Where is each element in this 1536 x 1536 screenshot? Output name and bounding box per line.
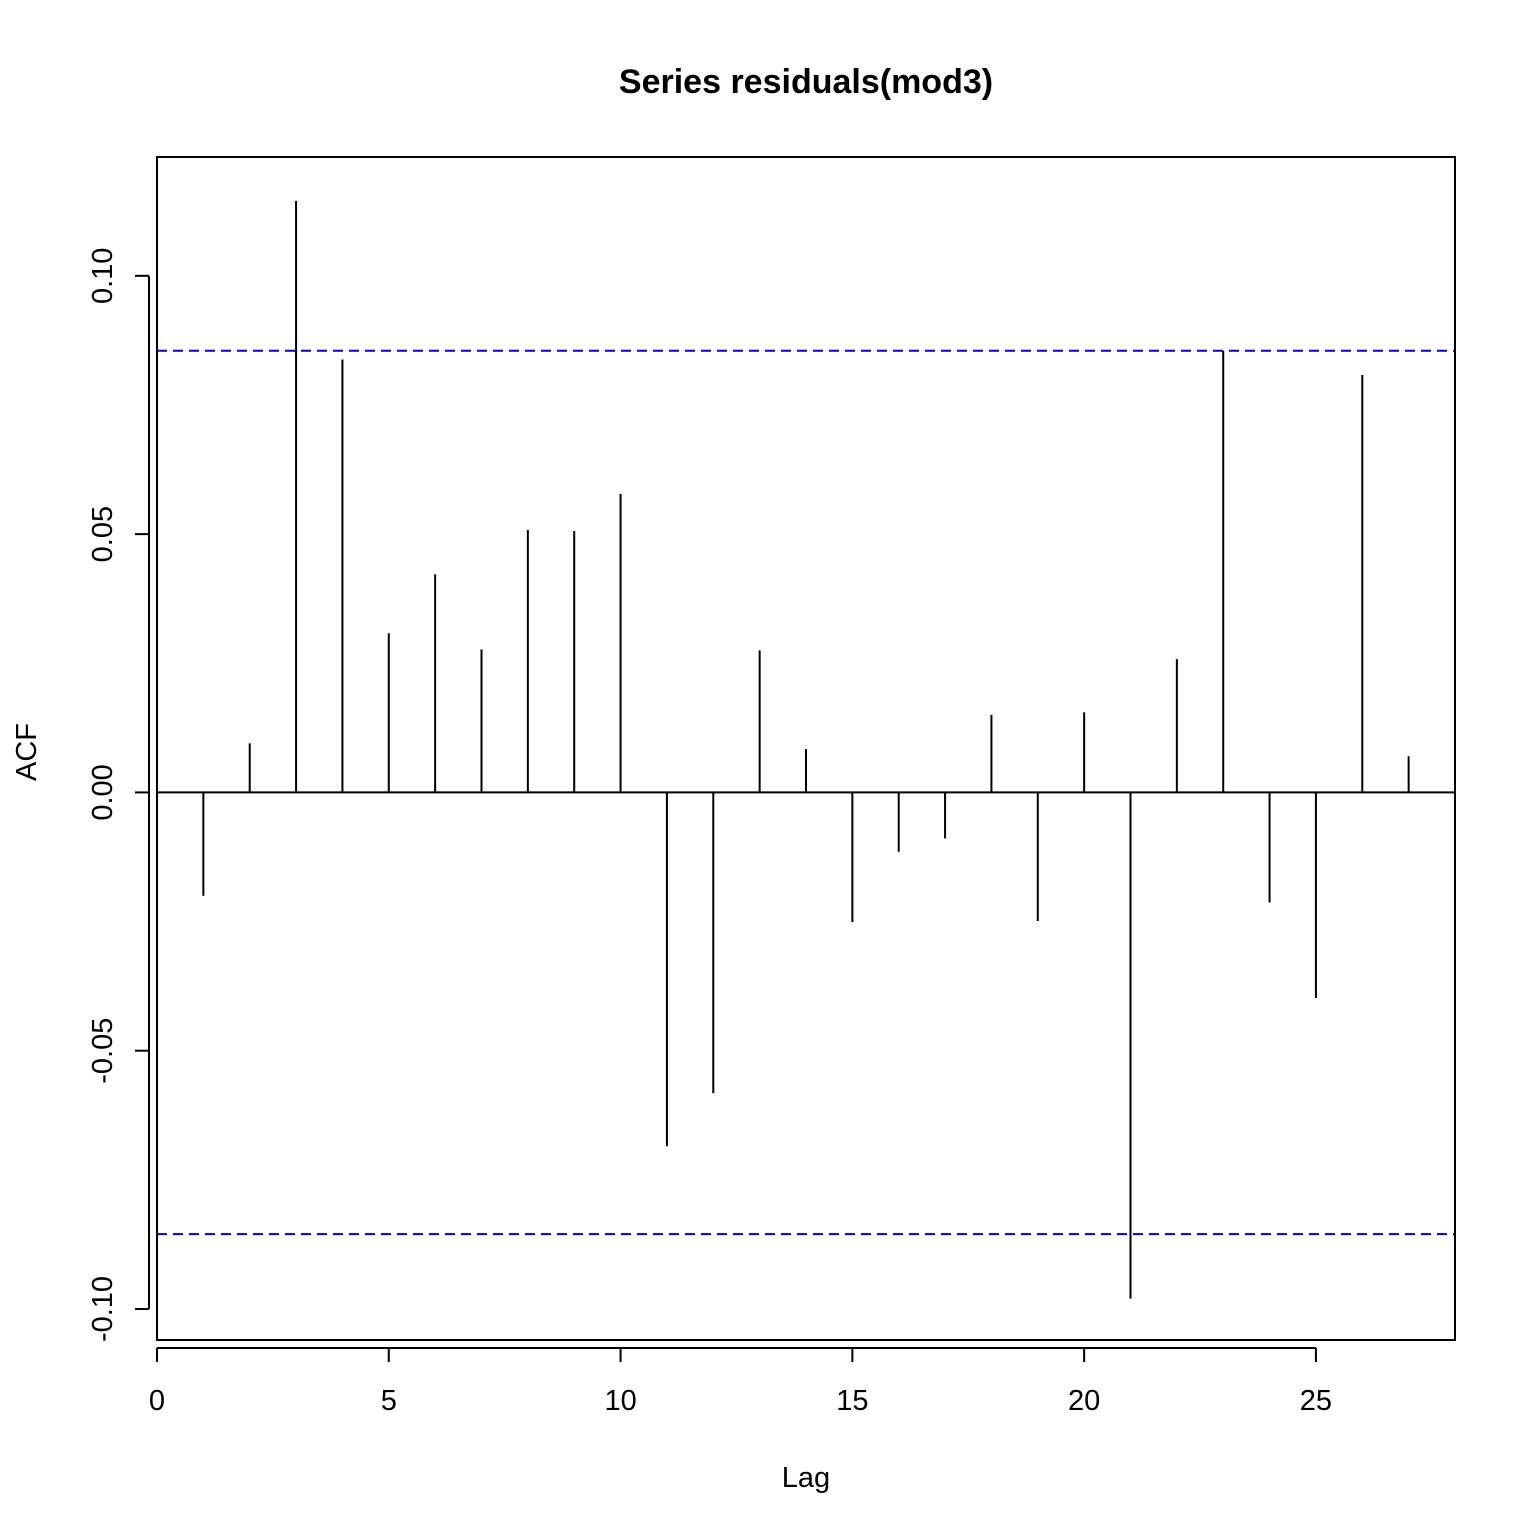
x-tick-label: 15 (836, 1385, 868, 1417)
x-axis: 0 5 10 15 20 25 (149, 1347, 1332, 1417)
x-tick-label: 25 (1300, 1385, 1332, 1417)
chart-title: Series residuals(mod3) (619, 63, 993, 101)
plot-frame (156, 156, 1456, 1341)
x-tick-label: 10 (604, 1385, 636, 1417)
y-tick-label: 0.05 (87, 506, 119, 562)
y-tick-label: 0.00 (87, 764, 119, 820)
x-tick-label: 20 (1068, 1385, 1100, 1417)
x-tick-label: 5 (381, 1385, 397, 1417)
x-axis-label: Lag (782, 1462, 830, 1494)
y-tick-label: -0.10 (87, 1276, 119, 1342)
y-axis-label: ACF (11, 723, 43, 781)
y-axis: -0.10 -0.05 0.00 0.05 0.10 (87, 248, 150, 1342)
x-tick-label: 0 (149, 1385, 165, 1417)
plot-area (157, 200, 1455, 1299)
y-tick-label: -0.05 (87, 1018, 119, 1084)
y-tick-label: 0.10 (87, 248, 119, 304)
